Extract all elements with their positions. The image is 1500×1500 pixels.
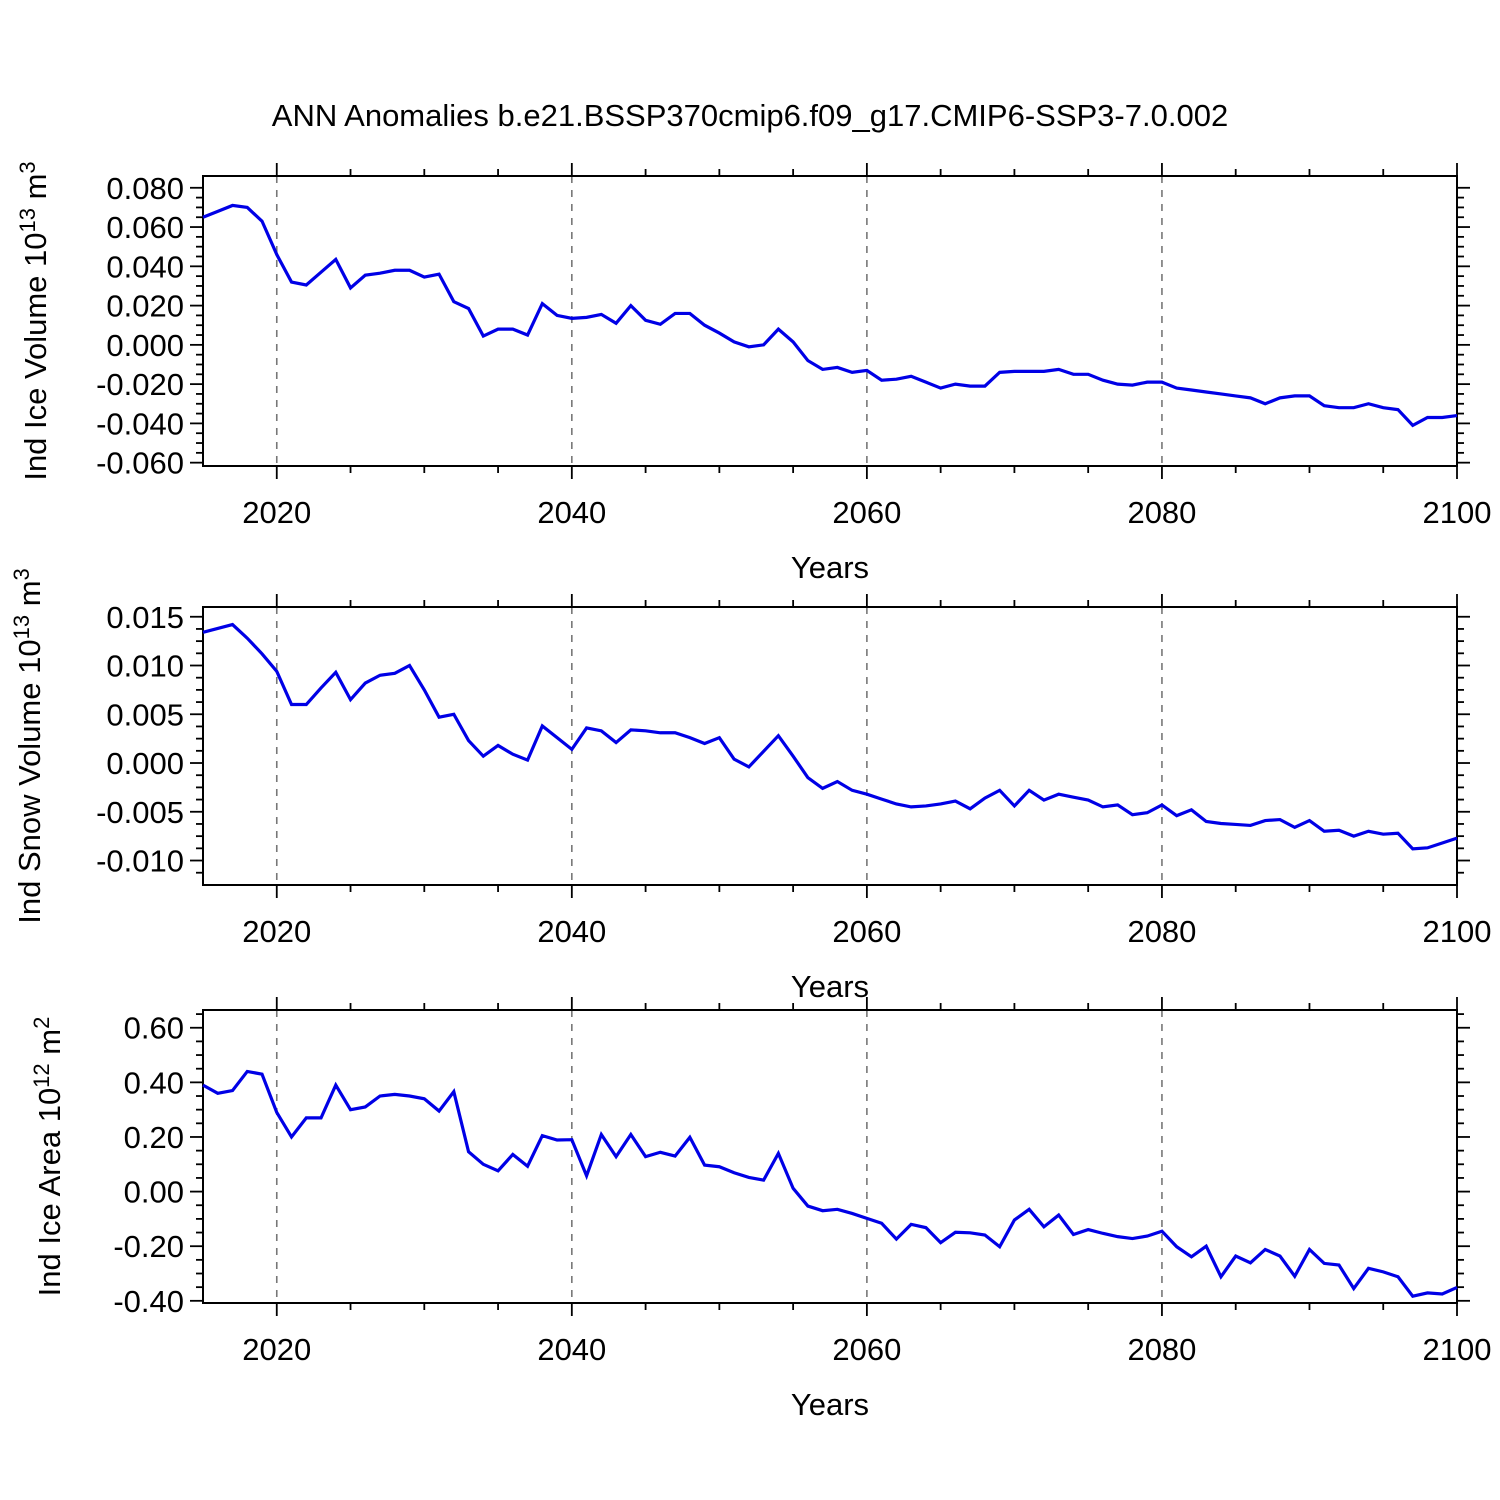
x-tick-label: 2020 xyxy=(242,1332,311,1367)
y-tick-label: 0.080 xyxy=(106,171,184,206)
plot-frame xyxy=(202,606,1458,886)
x-tick-label: 2060 xyxy=(832,1332,901,1367)
y-axis-title: Ind Snow Volume 1013 m3 xyxy=(9,568,47,924)
chart-title: ANN Anomalies b.e21.BSSP370cmip6.f09_g17… xyxy=(271,98,1229,133)
x-tick-label: 2080 xyxy=(1127,495,1196,530)
y-axis-title: Ind Ice Area 1012 m2 xyxy=(29,1017,67,1297)
y-tick-label: -0.20 xyxy=(113,1229,184,1264)
x-tick-label: 2080 xyxy=(1127,1332,1196,1367)
y-tick-label: 0.60 xyxy=(124,1011,184,1046)
y-tick-label: 0.010 xyxy=(106,649,184,684)
y-tick-label: 0.000 xyxy=(106,746,184,781)
series-line-ind-ice-area xyxy=(202,1069,1458,1298)
x-axis-title: Years xyxy=(791,1387,869,1422)
panel-ind-ice-volume: 0.080 0.060 0.040 0.020 0.000 -0.020 -0.040 -0.… xyxy=(15,161,1491,585)
y-tick-label: -0.40 xyxy=(113,1284,184,1319)
y-tick-label: -0.040 xyxy=(96,406,184,441)
x-tick-label: 2020 xyxy=(242,495,311,530)
y-tick-label: 0.00 xyxy=(124,1175,184,1210)
series-line-ind-snow-volume xyxy=(202,622,1458,851)
x-tick-label: 2060 xyxy=(832,914,901,949)
y-tick-label: 0.015 xyxy=(106,600,184,635)
x-tick-label: 2040 xyxy=(537,495,606,530)
y-tick-label: -0.005 xyxy=(96,795,184,830)
y-tick-label: -0.020 xyxy=(96,367,184,402)
y-tick-label: 0.060 xyxy=(106,210,184,245)
x-tick-label: 2100 xyxy=(1423,914,1492,949)
x-axis-title: Years xyxy=(791,969,869,1004)
y-tick-label: -0.060 xyxy=(96,446,184,481)
x-tick-label: 2040 xyxy=(537,914,606,949)
x-tick-label: 2020 xyxy=(242,914,311,949)
y-tick-label: 0.020 xyxy=(106,289,184,324)
y-tick-label: 0.005 xyxy=(106,697,184,732)
x-tick-label: 2100 xyxy=(1423,1332,1492,1367)
panel-ind-snow-volume: 0.015 0.010 0.005 0.000 -0.005 -0.010 2020 2040… xyxy=(9,568,1491,1004)
series-line-ind-ice-volume xyxy=(202,203,1458,428)
panel-ind-ice-area: 0.60 0.40 0.20 0.00 -0.20 -0.40 2020 2040 2060 20… xyxy=(29,997,1491,1422)
y-tick-label: 0.040 xyxy=(106,249,184,284)
x-tick-label: 2080 xyxy=(1127,914,1196,949)
y-tick-label: -0.010 xyxy=(96,844,184,879)
plot-frame xyxy=(202,175,1458,467)
plot-frame xyxy=(202,1009,1458,1304)
y-axis-title: Ind Ice Volume 1013 m3 xyxy=(15,161,53,480)
x-tick-label: 2060 xyxy=(832,495,901,530)
y-tick-label: 0.000 xyxy=(106,328,184,363)
x-axis-title: Years xyxy=(791,550,869,585)
y-tick-label: 0.40 xyxy=(124,1065,184,1100)
y-tick-label: 0.20 xyxy=(124,1120,184,1155)
x-tick-label: 2040 xyxy=(537,1332,606,1367)
x-tick-label: 2100 xyxy=(1423,495,1492,530)
